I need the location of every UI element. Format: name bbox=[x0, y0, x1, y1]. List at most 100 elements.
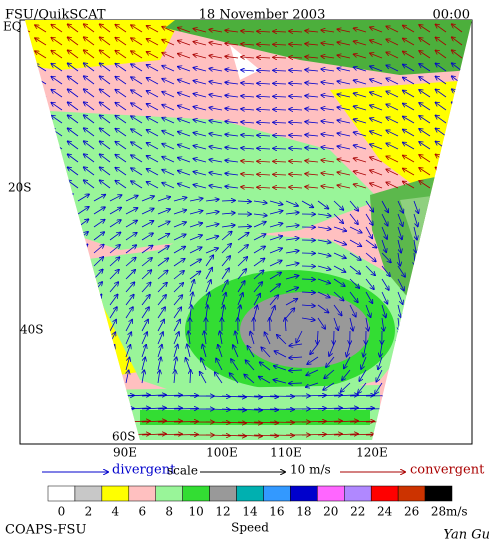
wind-arrow bbox=[354, 119, 367, 124]
lon-label: 100E bbox=[206, 446, 238, 460]
wind-arrow bbox=[51, 25, 63, 33]
wind-arrow bbox=[237, 281, 245, 293]
wind-arrow bbox=[301, 408, 326, 409]
wind-arrow bbox=[317, 227, 331, 229]
wind-arrow bbox=[193, 29, 207, 33]
wind-arrow bbox=[321, 147, 335, 149]
wind-arrow bbox=[397, 200, 403, 213]
wind-arrow bbox=[157, 246, 169, 254]
colorbar-swatch bbox=[209, 485, 237, 502]
wind-arrow bbox=[260, 362, 271, 371]
wind-arrow bbox=[349, 304, 356, 317]
wind-arrow bbox=[93, 257, 103, 267]
wind-arrow bbox=[419, 64, 431, 72]
wind-arrow bbox=[397, 278, 404, 291]
wind-arrow bbox=[435, 76, 447, 85]
wind-arrow bbox=[386, 78, 399, 85]
wind-arrow bbox=[84, 115, 95, 124]
wind-arrow bbox=[333, 434, 358, 435]
wind-arrow bbox=[125, 357, 130, 371]
wind-arrow bbox=[109, 220, 121, 228]
wind-arrow bbox=[285, 251, 299, 253]
colorbar-tick-label: 16 bbox=[269, 505, 284, 519]
lat-label: 40S bbox=[20, 323, 44, 337]
wind-arrow bbox=[403, 130, 415, 137]
wind-arrow bbox=[205, 280, 211, 293]
wind-arrow bbox=[131, 168, 143, 176]
wind-arrow bbox=[237, 245, 248, 254]
wind-arrow bbox=[173, 421, 198, 422]
wind-arrow bbox=[237, 396, 262, 397]
wind-arrow bbox=[354, 93, 367, 98]
wind-arrow bbox=[221, 200, 235, 201]
footer-left: COAPS-FSU bbox=[5, 523, 86, 538]
wind-arrow bbox=[403, 104, 415, 111]
colorbar-swatch bbox=[182, 485, 210, 502]
wind-arrow bbox=[162, 92, 175, 98]
wind-arrow bbox=[381, 200, 388, 212]
wind-arrow bbox=[131, 116, 143, 124]
wind-arrow bbox=[131, 25, 143, 33]
wind-arrow bbox=[93, 244, 104, 254]
wind-arrow bbox=[253, 234, 266, 241]
wind-arrow bbox=[157, 408, 182, 409]
wind-arrow bbox=[147, 156, 159, 163]
wind-arrow bbox=[337, 42, 351, 46]
wind-arrow bbox=[361, 356, 367, 369]
wind-arrow bbox=[157, 307, 165, 319]
wind-arrow bbox=[337, 107, 351, 111]
wind-arrow bbox=[289, 344, 303, 346]
wind-arrow bbox=[157, 209, 170, 215]
wind-arrow bbox=[93, 195, 105, 202]
wind-arrow bbox=[333, 421, 358, 422]
wind-arrow bbox=[269, 260, 282, 267]
wind-arrow bbox=[376, 369, 383, 382]
colorbar-tick-label: 20 bbox=[323, 505, 338, 519]
wind-arrow bbox=[193, 55, 207, 59]
wind-arrow bbox=[237, 226, 251, 227]
wind-arrow bbox=[245, 360, 255, 371]
wind-arrow bbox=[257, 44, 271, 45]
wind-arrow bbox=[329, 343, 335, 356]
wind-arrow bbox=[51, 116, 63, 124]
wind-arrow bbox=[269, 272, 281, 280]
wind-arrow bbox=[115, 77, 127, 85]
wind-arrow bbox=[131, 129, 143, 137]
wind-arrow bbox=[157, 283, 167, 293]
wind-arrow bbox=[221, 256, 230, 267]
wind-arrow bbox=[321, 95, 335, 97]
wind-arrow bbox=[141, 345, 146, 358]
wind-arrow bbox=[337, 68, 351, 72]
wind-arrow bbox=[344, 356, 351, 368]
wind-arrow bbox=[370, 131, 383, 137]
wind-arrow bbox=[68, 180, 79, 189]
wind-arrow bbox=[193, 94, 207, 98]
wind-arrow bbox=[157, 332, 163, 345]
wind-arrow bbox=[305, 109, 319, 110]
wind-arrow bbox=[221, 231, 232, 241]
wind-arrow bbox=[333, 200, 343, 210]
wind-arrow bbox=[317, 395, 342, 396]
wind-arrow bbox=[221, 396, 246, 397]
wind-arrow bbox=[257, 135, 271, 136]
wind-arrow bbox=[289, 174, 303, 175]
wind-arrow bbox=[100, 167, 111, 176]
wind-arrow bbox=[333, 252, 346, 258]
wind-arrow bbox=[77, 194, 89, 202]
wind-arrow bbox=[349, 434, 374, 435]
wind-arrow bbox=[68, 102, 79, 111]
wind-arrow bbox=[241, 174, 255, 175]
wind-arrow bbox=[323, 382, 335, 390]
wind-arrow bbox=[131, 51, 143, 59]
wind-arrow bbox=[162, 157, 175, 163]
wind-arrow bbox=[178, 54, 191, 59]
wind-arrow bbox=[225, 30, 239, 32]
wind-arrow bbox=[209, 43, 223, 45]
wind-arrow bbox=[125, 307, 133, 319]
wind-arrow bbox=[125, 257, 136, 267]
wind-arrow bbox=[273, 31, 287, 32]
wind-arrow bbox=[419, 155, 431, 163]
wind-arrow bbox=[419, 116, 431, 124]
wind-arrow bbox=[141, 295, 150, 306]
